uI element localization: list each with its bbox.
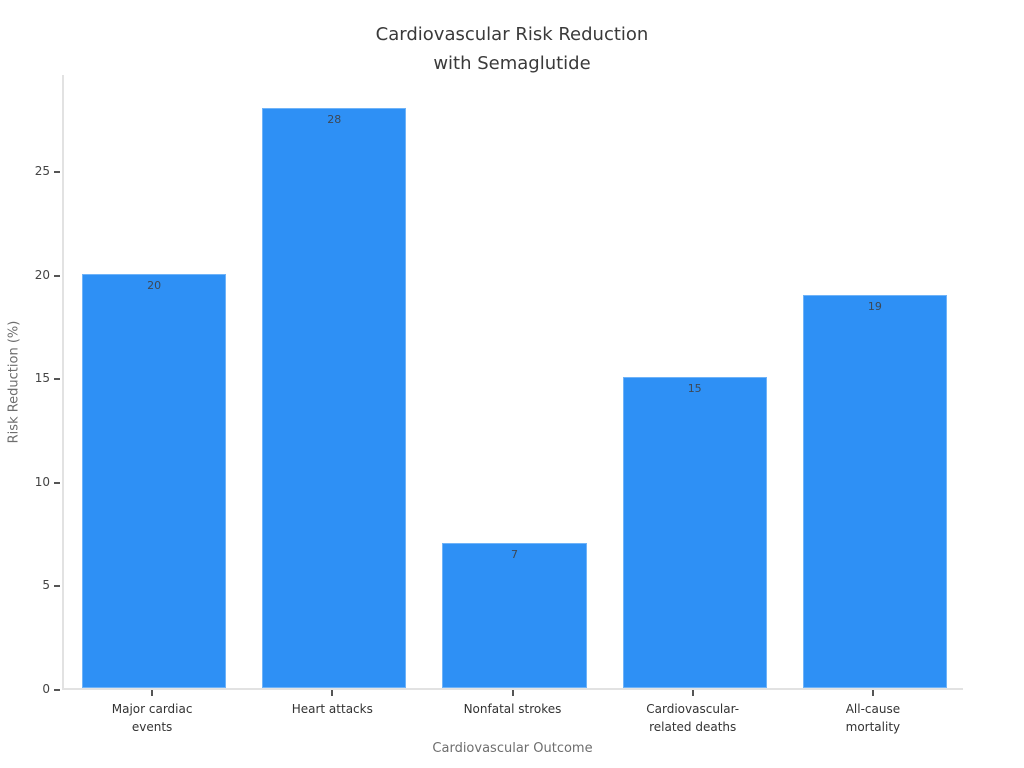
- y-tick-label: 5: [42, 578, 50, 593]
- bar-value-label: 28: [327, 113, 342, 127]
- bar-value-label: 7: [510, 548, 518, 562]
- x-tick-mark: [331, 690, 334, 696]
- bar: 20: [82, 273, 227, 688]
- chart-title: Cardiovascular Risk Reduction with Semag…: [375, 24, 649, 74]
- bar-value-label: 20: [147, 278, 162, 292]
- y-tick-label: 10: [34, 474, 50, 489]
- y-tick-mark: [54, 171, 60, 174]
- x-tick-label: Cardiovascular- related deaths: [646, 702, 740, 734]
- bar: 7: [442, 543, 587, 688]
- x-tick-label: Nonfatal strokes: [463, 702, 562, 716]
- bar: 19: [802, 294, 947, 688]
- x-tick-label: Heart attacks: [291, 702, 373, 716]
- y-tick-mark: [54, 378, 60, 381]
- x-axis-title: Cardiovascular Outcome: [432, 741, 593, 756]
- y-tick-mark: [54, 481, 60, 484]
- y-tick-label: 25: [34, 164, 50, 179]
- y-tick-mark: [54, 274, 60, 277]
- x-tick-mark: [511, 690, 514, 696]
- x-tick-mark: [151, 690, 154, 696]
- y-tick-label: 15: [34, 371, 50, 386]
- plot-area: 20 28 7 15 19: [62, 75, 963, 690]
- bar-value-label: 19: [867, 299, 882, 313]
- bar-value-label: 15: [687, 382, 702, 396]
- y-tick-mark: [54, 585, 60, 588]
- y-tick-label: 0: [42, 682, 50, 696]
- x-tick-label: All-cause mortality: [845, 702, 901, 734]
- x-tick-mark: [871, 690, 874, 696]
- x-tick-label: Major cardiac events: [111, 702, 193, 734]
- x-axis: Major cardiac events Heart attacks Nonfata…: [62, 690, 963, 740]
- bar: 28: [262, 108, 407, 688]
- x-tick-mark: [691, 690, 694, 696]
- bar: 15: [622, 377, 767, 688]
- y-tick-label: 20: [34, 267, 50, 282]
- y-tick-mark: [54, 689, 60, 691]
